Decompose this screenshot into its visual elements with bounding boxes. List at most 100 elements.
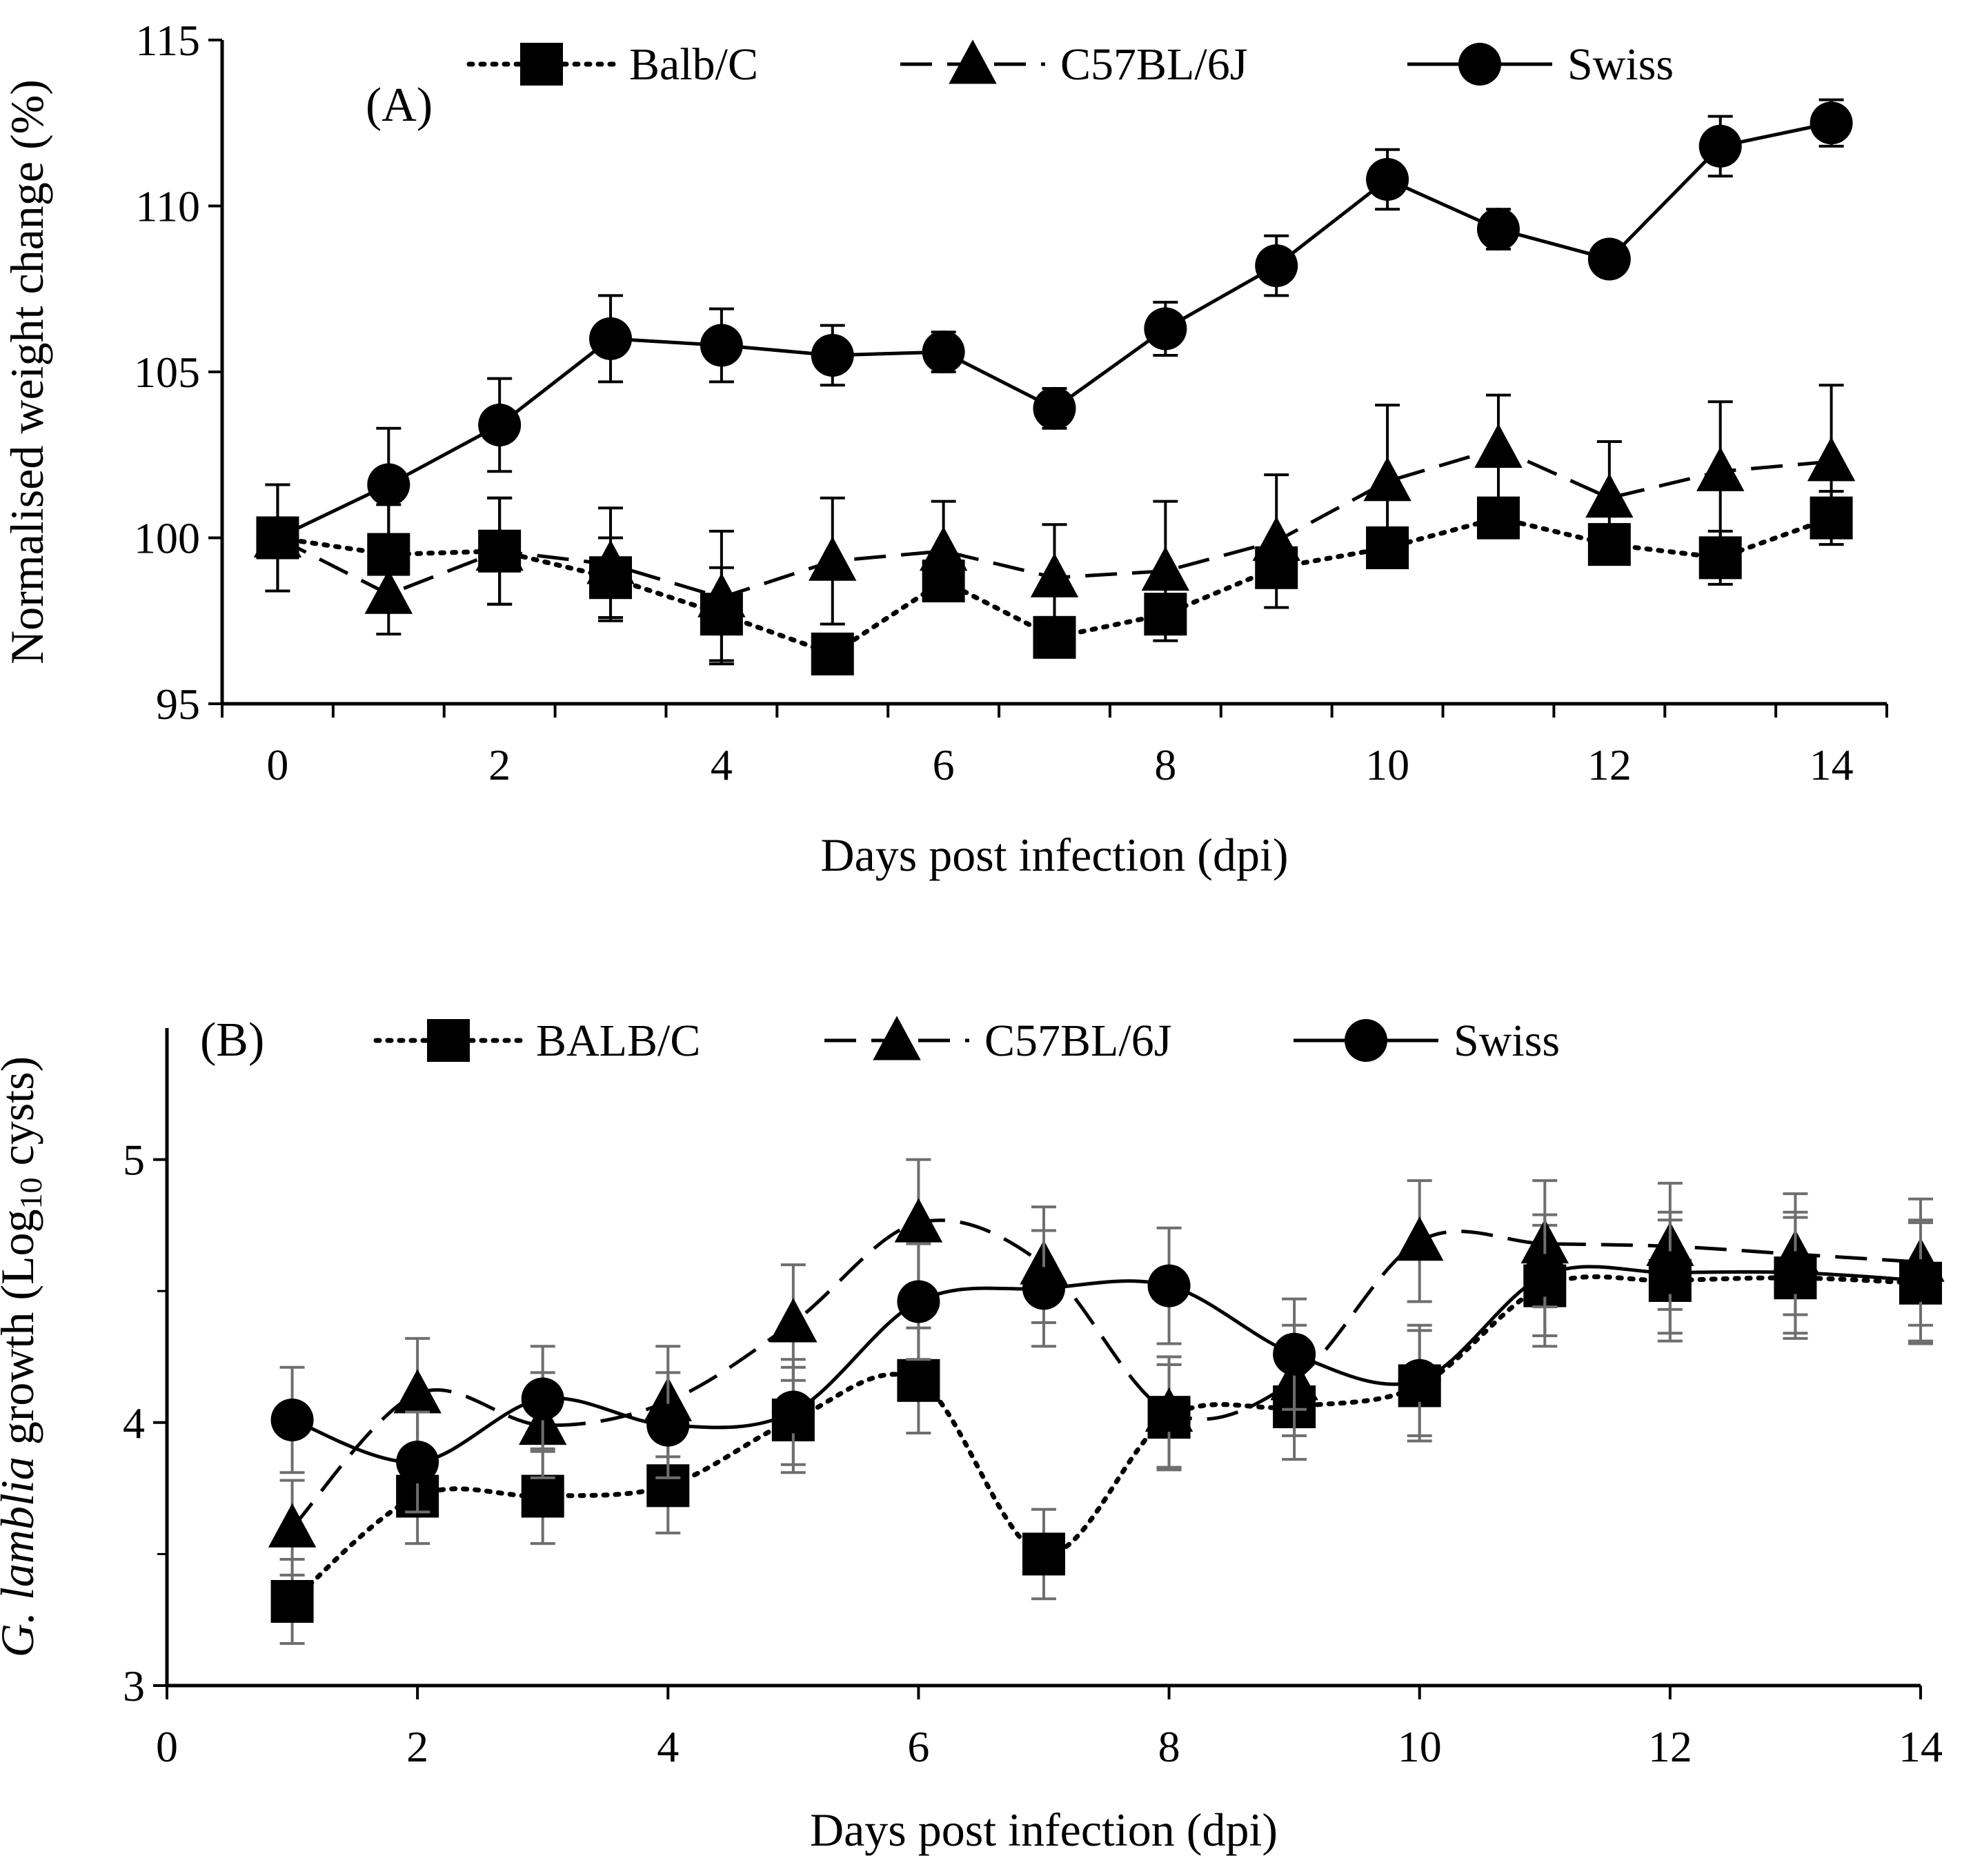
panel-b-series-c57bl-6j xyxy=(268,1158,1945,1577)
panel-a-legend-c57bl-6j: C57BL/6J xyxy=(900,39,1247,90)
panel-a-legend-balb-c: Balb/C xyxy=(466,39,758,90)
panel-a-legend-swiss-label: Swiss xyxy=(1567,39,1674,90)
panel-a-x-tick-label: 6 xyxy=(933,740,955,789)
panel-a-series-swiss-point xyxy=(478,403,522,446)
panel-b-panel-label: (B) xyxy=(200,1014,264,1067)
panel-a-y-tick-label: 110 xyxy=(135,182,200,231)
panel-b-series-swiss-point xyxy=(1022,1267,1065,1310)
panel-a-series-swiss-point xyxy=(922,330,965,374)
panel-a-x-tick-label: 2 xyxy=(488,740,511,789)
panel-b-series-swiss-point xyxy=(521,1377,564,1421)
panel-a-series-c57bl-6j-point xyxy=(1474,423,1523,468)
panel-a-series-swiss-point xyxy=(811,333,854,377)
panel-a-series-c57bl-6j-point xyxy=(1696,446,1745,491)
panel-b-x-tick-label: 2 xyxy=(406,1722,428,1771)
panel-a-series-c57bl-6j-point xyxy=(586,540,635,584)
panel-a-x-axis-title: Days post infection (dpi) xyxy=(821,829,1289,881)
panel-b-series-c57bl-6j-line xyxy=(290,1218,1921,1529)
panel-a-legend-swiss: Swiss xyxy=(1407,39,1674,90)
panel-b-series-swiss xyxy=(270,1210,1942,1514)
panel-b-legend-balb-c: BALB/C xyxy=(373,1016,700,1066)
panel-a-series-balb-c-line xyxy=(275,515,1834,657)
panel-a-series-swiss-point xyxy=(1476,208,1520,251)
panel-a-y-tick-label: 105 xyxy=(134,348,200,397)
panel-b-x-tick-label: 6 xyxy=(907,1722,929,1771)
panel-a-legend-c57bl-6j-marker xyxy=(949,39,997,84)
panel-a-series-c57bl-6j-point xyxy=(475,526,524,571)
panel-a-x-tick-label: 4 xyxy=(711,740,733,789)
panel-a-series-swiss-point xyxy=(1255,244,1298,288)
panel-b-series-swiss-point xyxy=(1774,1251,1817,1294)
panel-b-y-axis-title-text: growth (Log xyxy=(0,1209,43,1457)
panel-b-cyst-chart: 3 4 5 0 2 4 6 8 10 12 14 Days post infection (dpi) G… xyxy=(0,1014,1945,1856)
panel-a-series-swiss-line xyxy=(277,121,1832,540)
panel-b-series-c57bl-6j-point xyxy=(769,1298,818,1343)
panel-b-series-balb-c-point xyxy=(270,1580,314,1623)
panel-a-series-c57bl-6j-point xyxy=(1030,553,1079,598)
panel-b-series-swiss-point xyxy=(1899,1258,1942,1302)
panel-b-legend-c57bl-6j-label: C57BL/6J xyxy=(984,1016,1171,1066)
panel-b-x-tick-label: 4 xyxy=(657,1722,679,1771)
panel-b-series-swiss-point xyxy=(1273,1332,1316,1376)
panel-a-series-c57bl-6j-point xyxy=(809,536,857,581)
panel-a-series-swiss-point xyxy=(1366,158,1409,201)
panel-b-y-tick-label: 3 xyxy=(123,1661,145,1710)
panel-a-y-tick-label: 100 xyxy=(134,514,200,563)
panel-b-legend-c57bl-6j: C57BL/6J xyxy=(824,1016,1171,1066)
panel-a-legend-c57bl-6j-label: C57BL/6J xyxy=(1060,39,1247,90)
panel-a-x-tick-label: 0 xyxy=(266,740,288,789)
panel-b-series-c57bl-6j-point xyxy=(1395,1216,1444,1261)
panel-b-series-swiss-point xyxy=(1147,1264,1191,1307)
panel-a-series-swiss xyxy=(256,98,1853,560)
panel-a-series-swiss-point xyxy=(1033,386,1076,430)
panel-b-y-axis-title-text-end: cysts) xyxy=(0,1056,43,1178)
panel-b-series-c57bl-6j-point xyxy=(393,1369,442,1414)
panel-b-legend-balb-c-marker xyxy=(427,1019,470,1062)
panel-b-series-balb-c-line xyxy=(290,1274,1923,1604)
panel-b-series-swiss-point xyxy=(1648,1251,1692,1294)
panel-b-series-swiss-point xyxy=(646,1403,690,1447)
panel-b-legend-c57bl-6j-marker xyxy=(873,1016,921,1060)
panel-a-series-swiss-point xyxy=(1587,237,1631,281)
panel-a-series-swiss-point xyxy=(1144,307,1187,350)
panel-b-x-tick-label: 10 xyxy=(1398,1722,1442,1771)
panel-a-legend-swiss-marker xyxy=(1458,43,1501,86)
panel-b-series-swiss-point xyxy=(897,1280,940,1323)
panel-b-series-swiss-point xyxy=(1398,1359,1441,1402)
panel-b-y-axis-title-species: G. lamblia xyxy=(0,1457,43,1657)
panel-a-legend-balb-c-marker xyxy=(520,43,563,86)
panel-b-legend-balb-c-label: BALB/C xyxy=(536,1016,700,1066)
panel-a-series-c57bl-6j xyxy=(253,384,1856,666)
panel-b-legend-swiss-label: Swiss xyxy=(1454,1016,1560,1066)
panel-b-x-tick-label: 12 xyxy=(1648,1722,1692,1771)
panel-b-series-c57bl-6j-point xyxy=(894,1198,943,1243)
panel-b-series-balb-c-point xyxy=(521,1474,564,1518)
panel-a-series-swiss-point xyxy=(367,463,410,506)
panel-b-series-c57bl-6j-point xyxy=(268,1503,317,1548)
panel-a-panel-label: (A) xyxy=(366,79,433,132)
panel-b-x-axis-title: Days post infection (dpi) xyxy=(810,1804,1278,1856)
panel-b-x-tick-label: 8 xyxy=(1158,1722,1180,1771)
panel-a-series-c57bl-6j-point xyxy=(1585,473,1634,518)
panel-a-series-swiss-point xyxy=(700,324,743,367)
panel-b-y-tick-label: 4 xyxy=(123,1399,145,1448)
panel-a-series-c57bl-6j-point xyxy=(1252,516,1300,561)
panel-a-y-tick-label: 115 xyxy=(135,16,200,65)
panel-a-series-swiss-point xyxy=(256,516,299,560)
panel-b-series-balb-c-point xyxy=(1022,1532,1065,1576)
panel-b-y-axis-title: G. lamblia growth (Log10 cysts) xyxy=(0,1056,48,1657)
panel-a-series-balb-c-point xyxy=(1476,496,1520,540)
panel-a-series-balb-c-point xyxy=(1698,536,1742,580)
panel-b-series-balb-c-point xyxy=(897,1359,940,1402)
panel-b-legend-swiss-marker xyxy=(1345,1019,1387,1062)
panel-b-y-axis-title-subscript: 10 xyxy=(13,1177,48,1209)
panel-a-series-swiss-point xyxy=(589,317,633,360)
panel-a-series-c57bl-6j-point xyxy=(697,573,746,618)
panel-b-y-tick-label: 5 xyxy=(123,1136,145,1185)
panel-b-series-swiss-point xyxy=(270,1398,314,1441)
panel-b-series-c57bl-6j-point xyxy=(1144,1387,1193,1432)
panel-b-series-swiss-point xyxy=(771,1390,815,1434)
panel-a-y-axis-title: Normalised weight change (%) xyxy=(1,79,53,664)
panel-a-x-tick-label: 14 xyxy=(1810,740,1854,789)
